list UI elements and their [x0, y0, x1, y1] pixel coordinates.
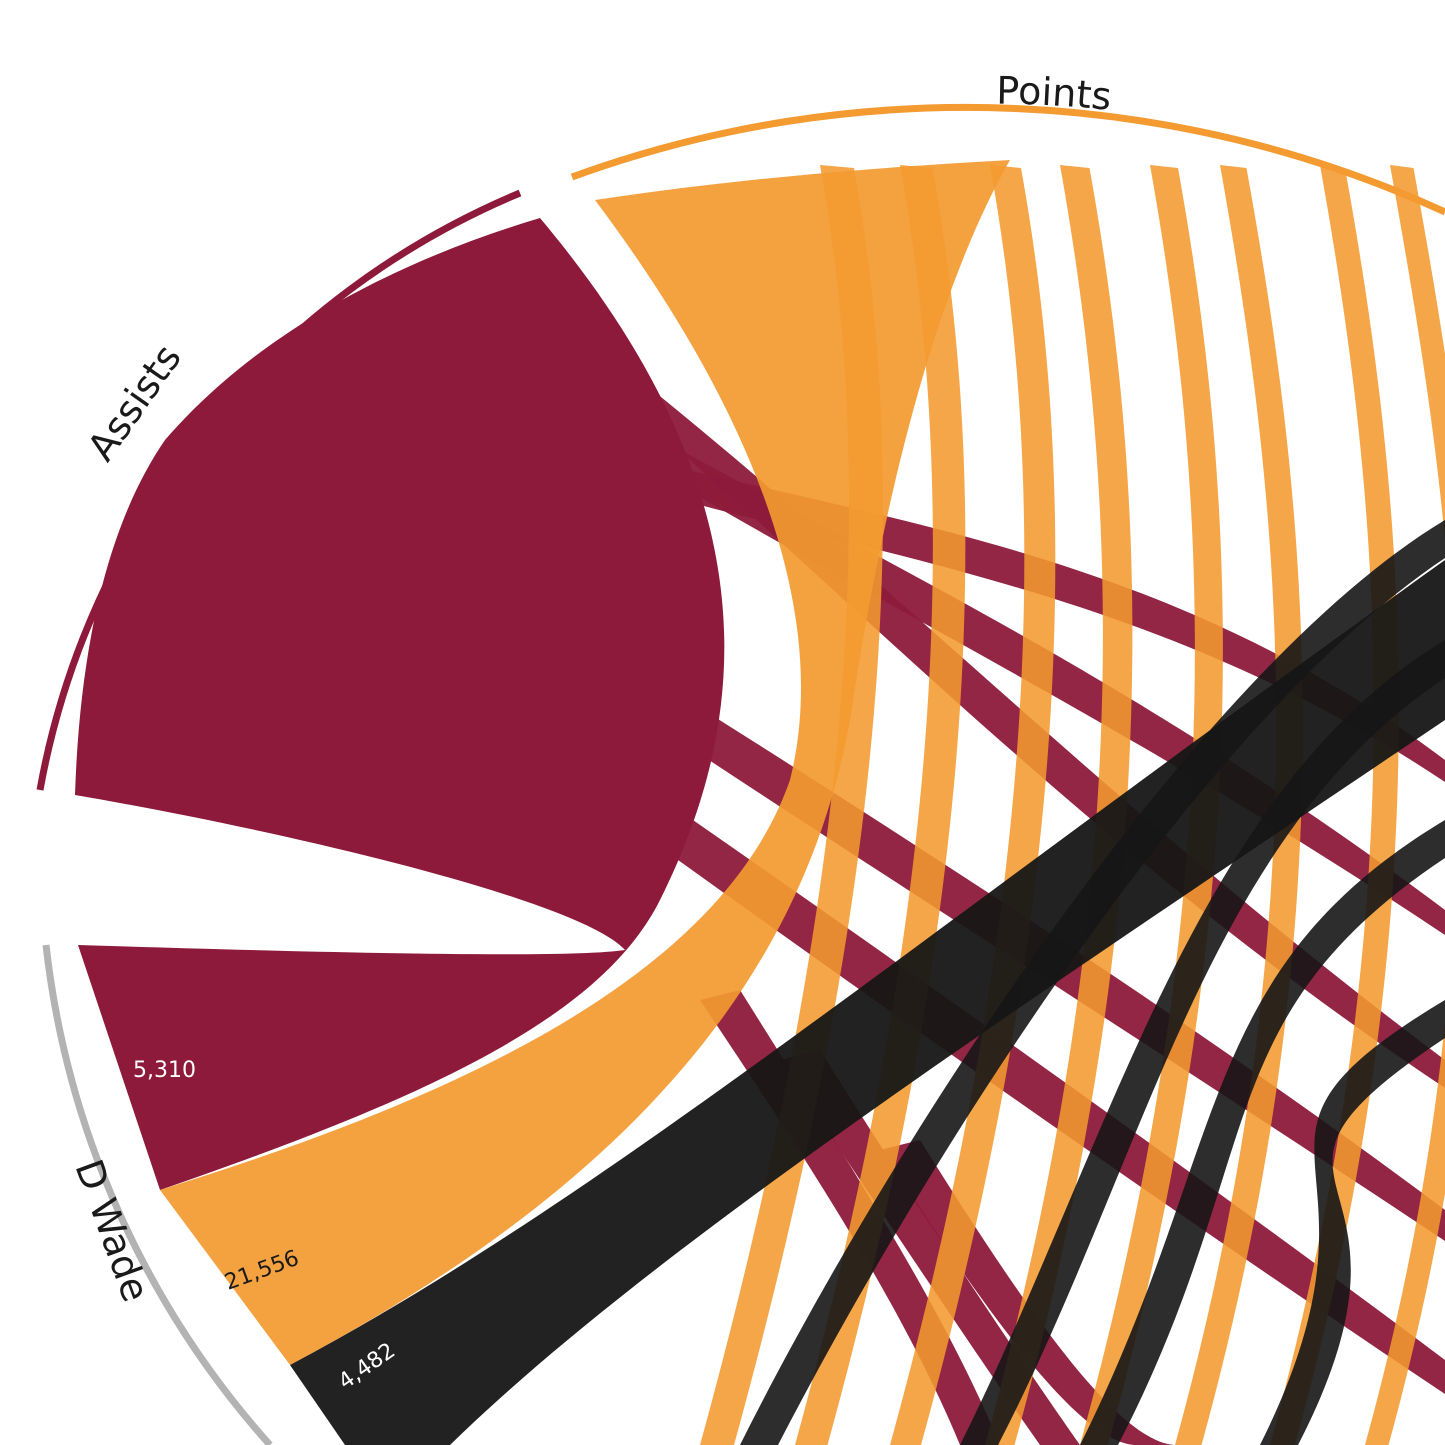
group-label-points: Points — [996, 68, 1114, 118]
ribbon-points-strand — [1175, 165, 1303, 1445]
ribbon-rebounds-strand — [1080, 820, 1445, 1445]
ribbon-points-strand — [985, 165, 1133, 1445]
arc-points — [570, 103, 1445, 216]
ribbon-rebounds-strand — [1260, 1000, 1445, 1445]
arc-assists — [36, 189, 522, 791]
arc-dwade — [42, 944, 273, 1445]
group-label-dwade: D Wade — [66, 1154, 158, 1307]
ribbon-points-strand — [890, 165, 1056, 1445]
ribbon-rebounds-strand — [740, 520, 1445, 1445]
value-label-assists: 5,310 — [133, 1058, 196, 1083]
ribbon-assists-strand — [780, 1050, 1080, 1445]
ribbon-assists-dwade — [75, 218, 725, 1190]
ribbon-points-strand — [1270, 165, 1399, 1445]
ribbon-rebounds-strand — [960, 640, 1445, 1445]
ribbon-points-dwade — [160, 160, 1010, 1365]
ribbon-rebounds-dwade — [290, 560, 1445, 1445]
